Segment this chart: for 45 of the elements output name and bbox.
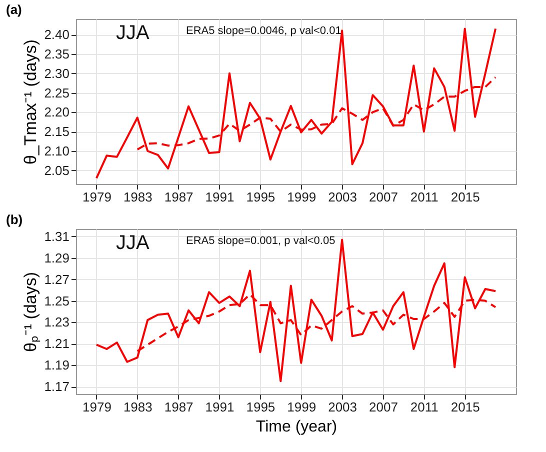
y-tick-label: 2.05 bbox=[44, 162, 70, 178]
y-tick-label: 1.25 bbox=[44, 293, 70, 308]
x-tick-label: 2003 bbox=[328, 190, 358, 204]
chart-title: (a) bbox=[6, 2, 22, 17]
x-tick-label: 1995 bbox=[246, 190, 276, 204]
y-tick-label: 1.23 bbox=[44, 314, 70, 330]
annotation: ERA5 slope=0.001, p val<0.05 bbox=[186, 235, 336, 247]
x-tick-label: 2015 bbox=[450, 400, 480, 414]
y-tick-label: 1.31 bbox=[44, 229, 70, 244]
x-tick-label: 1991 bbox=[205, 400, 234, 414]
y-tick-label: 1.27 bbox=[44, 272, 70, 287]
y-tick-label: 2.40 bbox=[44, 27, 70, 42]
annotation: JJA bbox=[116, 22, 150, 44]
y-tick-label: 2.10 bbox=[44, 144, 70, 158]
y-tick-label: 2.20 bbox=[44, 104, 70, 120]
y-tick-label: 2.25 bbox=[44, 85, 70, 100]
x-tick-label: 2011 bbox=[410, 190, 438, 204]
x-tick-label: 1983 bbox=[123, 400, 152, 414]
x-tick-label: 1995 bbox=[246, 400, 276, 414]
x-tick-label: 2007 bbox=[369, 400, 398, 414]
x-tick-label: 1987 bbox=[164, 190, 194, 204]
y-tick-label: 1.19 bbox=[44, 358, 70, 373]
y-tick-label: 1.29 bbox=[44, 250, 70, 266]
x-tick-label: 1983 bbox=[123, 190, 152, 204]
y-tick-label: 1.17 bbox=[44, 379, 70, 394]
x-tick-label: 2011 bbox=[410, 400, 438, 414]
x-tick-label: 2007 bbox=[369, 190, 398, 204]
chart-title: (b) bbox=[6, 212, 23, 227]
x-tick-label: 1987 bbox=[164, 400, 194, 414]
annotation: JJA bbox=[116, 232, 150, 254]
x-tick-label: 2015 bbox=[450, 190, 480, 204]
y-tick-label: 2.30 bbox=[44, 66, 70, 81]
x-tick-label: 1979 bbox=[82, 400, 112, 414]
x-tick-label: 1991 bbox=[205, 190, 234, 204]
x-tick-label: 1979 bbox=[82, 190, 112, 204]
x-tick-label: 1999 bbox=[287, 190, 316, 204]
annotation: ERA5 slope=0.0046, p val<0.01 bbox=[186, 25, 342, 37]
x-tick-label: 2003 bbox=[328, 400, 358, 414]
x-axis-title: Time (year) bbox=[256, 418, 338, 436]
y-axis-title: θ_Tmax⁻¹ (days) bbox=[21, 39, 40, 165]
y-tick-label: 1.21 bbox=[44, 336, 70, 352]
y-axis-title: θₚ⁻¹ (days) bbox=[21, 272, 42, 352]
y-tick-label: 2.15 bbox=[44, 124, 70, 140]
y-tick-label: 2.35 bbox=[44, 46, 70, 62]
x-tick-label: 1999 bbox=[287, 400, 316, 414]
